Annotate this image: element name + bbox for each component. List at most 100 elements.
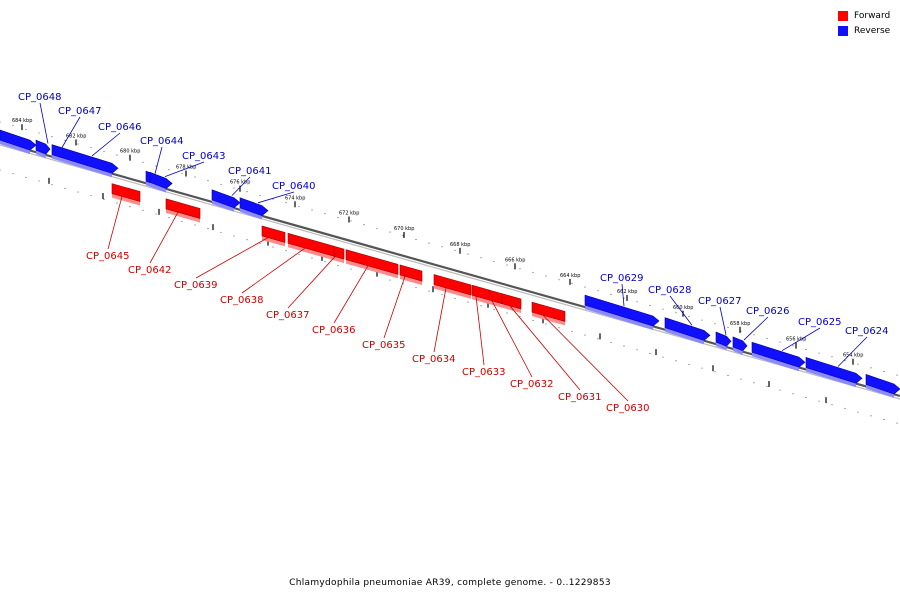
scale-dot [298,205,300,207]
scale-dot [116,154,118,156]
tick-label: 682 kbp [66,133,86,139]
tick-label: 658 kbp [730,321,750,327]
tick-label: 680 kbp [120,149,140,155]
scale-dot [64,187,66,189]
scale-dot [506,264,508,266]
scale-dot [233,235,235,237]
tick-label: 660 kbp [673,305,693,311]
gene-label: CP_0645 [86,251,129,262]
scale-dot [194,224,196,226]
scale-dot [467,253,469,255]
gene-cp-0642 [165,198,201,223]
scale-dot [870,415,872,417]
gene-cp-0627 [715,331,732,351]
gene-label: CP_0630 [606,403,649,414]
gene-cp-0645 [111,183,141,206]
gene-label: CP_0638 [220,295,263,306]
scale-dot [207,180,209,182]
scale-dot [584,286,586,288]
scale-dot [623,297,625,299]
forward-swatch [838,10,848,21]
gene-cp-0643 [149,171,173,193]
scale-dot [142,161,144,163]
scale-dot [25,128,27,130]
scale-dot [831,404,833,406]
gene-cp-0641 [211,189,241,212]
scale-dot [285,202,287,204]
tick-label: 676 kbp [230,180,250,186]
tick-label: 654 kbp [843,353,863,359]
leader-line [231,176,251,196]
leader-line [164,161,205,177]
scale-dot [831,356,833,358]
gene-label: CP_0629 [600,273,643,284]
scale-dot [571,330,573,332]
tick-label: 664 kbp [560,273,580,279]
gene-cp-0628 [664,317,711,345]
gene-label: CP_0642 [128,265,171,276]
gene-cp-0646 [51,144,119,178]
leader-line [743,316,769,341]
scale-dot [688,315,690,318]
scale-dot [90,195,92,197]
scale-dot [77,191,79,193]
scale-dot [311,257,313,259]
scale-dot [441,246,443,248]
scale-dot [714,371,716,373]
scale-dot [168,217,170,219]
leader-line [91,132,121,157]
scale-dot [545,323,547,325]
scale-dot [896,374,898,376]
leader-line [241,247,306,294]
scale-dot [233,187,235,189]
gene-offscreen [865,373,900,398]
leader-line [61,116,81,148]
gene-label: CP_0635 [362,340,405,351]
gene-label: CP_0625 [798,317,841,328]
leader-line [669,295,693,326]
tick-label: 670 kbp [394,226,414,232]
scale-dot [701,319,703,321]
scale-dot [441,294,443,296]
leader-line [509,305,581,391]
legend-reverse: Reverse [838,23,890,38]
scale-dot [155,213,157,215]
scale-dot [740,330,742,332]
scale-dot [168,169,170,171]
tick-label: 674 kbp [285,195,305,201]
tick-label: 672 kbp [339,210,359,216]
scale-dot [454,249,456,251]
gene-label: CP_0628 [648,285,691,296]
gene-cp-0631 [501,293,522,314]
scale-dot [116,202,118,204]
leader-line [491,300,533,378]
leader-line [257,191,295,204]
scale-dots [0,121,898,424]
leader-line [383,276,406,339]
scale-dot [805,396,807,399]
scale-dot [896,422,898,424]
scale-dot [12,125,14,127]
scale-dot [506,312,508,314]
leader-line [333,265,369,324]
leader-line [195,237,269,279]
scale-dot [558,279,560,281]
gene-label: CP_0641 [228,166,271,177]
gene-cp-0629 [584,294,660,330]
legend-reverse-label: Reverse [854,25,891,36]
scale-dot [0,169,1,171]
scale-dot [883,418,885,421]
gene-label: CP_0624 [845,326,888,337]
gene-label: CP_0626 [746,306,789,317]
scale-dot [610,341,612,343]
scale-dot [12,173,14,175]
gene-cp-0632 [488,289,503,308]
scale-dot [220,231,222,233]
scale-dot [779,341,781,343]
scale-dot [792,393,794,395]
gene-cp-0626 [732,336,748,355]
scale-dot [324,213,326,215]
scale-dot [558,327,560,329]
scale-dot [532,319,534,321]
gene-features [0,129,900,398]
